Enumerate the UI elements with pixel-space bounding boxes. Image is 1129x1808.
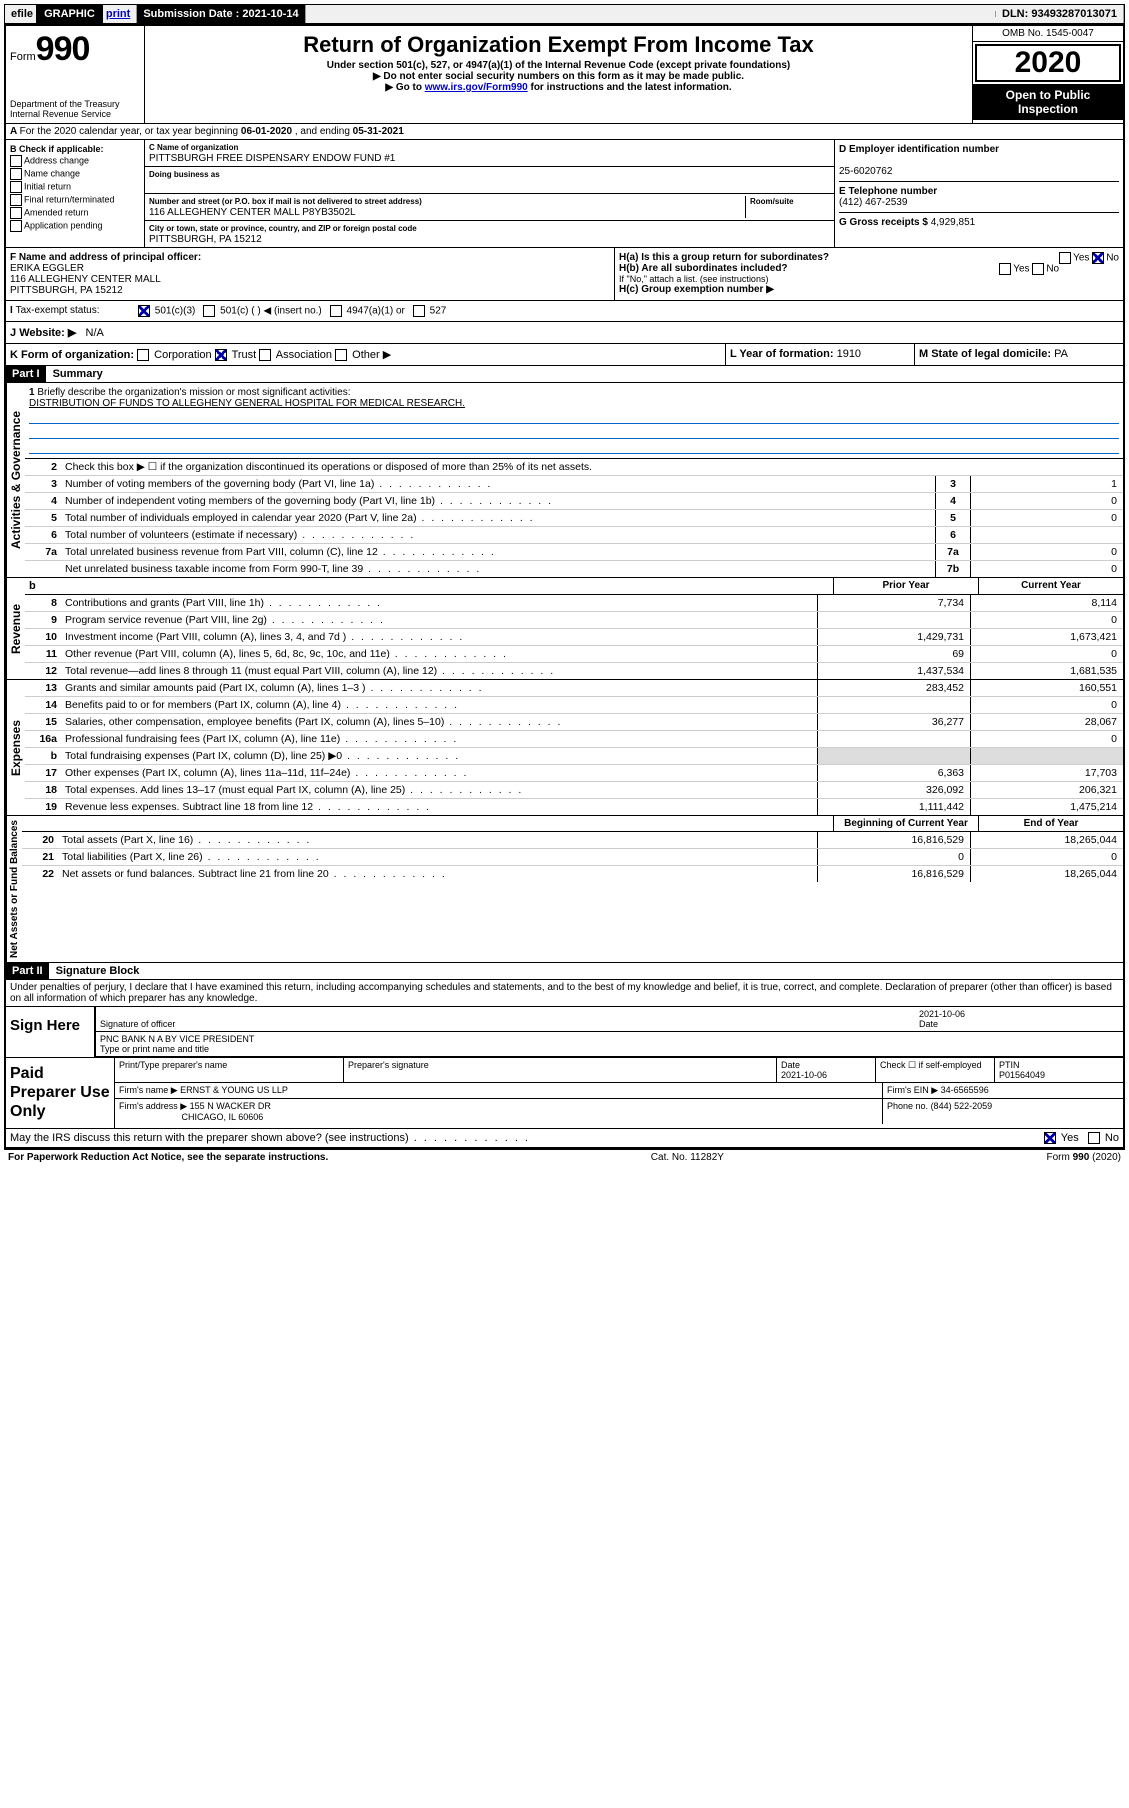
cb-527[interactable] xyxy=(413,305,425,317)
mission-description: 1 Briefly describe the organization's mi… xyxy=(25,383,1123,458)
org-city: PITTSBURGH, PA 15212 xyxy=(149,234,262,245)
page-footer: For Paperwork Reduction Act Notice, see … xyxy=(4,1149,1125,1165)
table-row: 20Total assets (Part X, line 16)16,816,5… xyxy=(22,832,1123,849)
discuss-with-preparer: May the IRS discuss this return with the… xyxy=(6,1128,1123,1147)
cb-address-change[interactable]: Address change xyxy=(10,155,140,167)
gross-receipts: 4,929,851 xyxy=(931,217,976,228)
section-fh: F Name and address of principal officer:… xyxy=(6,248,1123,301)
section-h: H(a) Is this a group return for subordin… xyxy=(615,248,1123,300)
revenue-col-headers: b Prior Year Current Year xyxy=(25,578,1123,595)
table-row: 18Total expenses. Add lines 13–17 (must … xyxy=(25,782,1123,799)
sign-here-block: Sign Here Signature of officer 2021-10-0… xyxy=(6,1006,1123,1057)
table-row: 13Grants and similar amounts paid (Part … xyxy=(25,680,1123,697)
table-row: 10Investment income (Part VIII, column (… xyxy=(25,629,1123,646)
part-ii-header: Part II Signature Block xyxy=(6,963,1123,980)
dept-label: Department of the TreasuryInternal Reven… xyxy=(10,99,140,119)
cb-name-change[interactable]: Name change xyxy=(10,168,140,180)
part-i-header: Part I Summary xyxy=(6,366,1123,383)
section-j-website: J Website: ▶ N/A xyxy=(6,322,1123,344)
efile-topbar: efile GRAPHIC print Submission Date : 20… xyxy=(4,4,1125,24)
graphic-button[interactable]: GRAPHIC xyxy=(36,5,103,23)
table-row: 9Program service revenue (Part VIII, lin… xyxy=(25,612,1123,629)
print-link[interactable]: print xyxy=(106,8,130,20)
phone-value: (412) 467-2539 xyxy=(839,197,907,208)
table-row: 21Total liabilities (Part X, line 26)00 xyxy=(22,849,1123,866)
section-bcd: B Check if applicable: Address change Na… xyxy=(6,140,1123,248)
year-box: OMB No. 1545-0047 2020 Open to Public In… xyxy=(972,26,1123,123)
cb-discuss-yes[interactable] xyxy=(1044,1132,1056,1144)
efile-label: efile GRAPHIC print xyxy=(5,5,137,23)
table-row: 3Number of voting members of the governi… xyxy=(25,476,1123,493)
table-row: 7aTotal unrelated business revenue from … xyxy=(25,544,1123,561)
cb-501c3[interactable] xyxy=(138,305,150,317)
table-row: 17Other expenses (Part IX, column (A), l… xyxy=(25,765,1123,782)
table-row: 16aProfessional fundraising fees (Part I… xyxy=(25,731,1123,748)
org-address: 116 ALLEGHENY CENTER MALL P8YB3502L xyxy=(149,207,356,218)
cb-amended[interactable]: Amended return xyxy=(10,207,140,219)
table-row: 5Total number of individuals employed in… xyxy=(25,510,1123,527)
form-number-box: Form990 Department of the TreasuryIntern… xyxy=(6,26,145,123)
table-row: 22Net assets or fund balances. Subtract … xyxy=(22,866,1123,882)
section-b-checkboxes: B Check if applicable: Address change Na… xyxy=(6,140,145,247)
governance-section: Activities & Governance 1 Briefly descri… xyxy=(6,383,1123,578)
netassets-col-headers: Beginning of Current Year End of Year xyxy=(22,816,1123,832)
perjury-statement: Under penalties of perjury, I declare th… xyxy=(6,980,1123,1006)
table-row: 12Total revenue—add lines 8 through 11 (… xyxy=(25,663,1123,679)
section-d-ein: D Employer identification number25-60207… xyxy=(835,140,1123,247)
table-row: 6Total number of volunteers (estimate if… xyxy=(25,527,1123,544)
section-c-org-info: C Name of organizationPITTSBURGH FREE DI… xyxy=(145,140,835,247)
org-name: PITTSBURGH FREE DISPENSARY ENDOW FUND #1 xyxy=(149,153,395,164)
cb-4947[interactable] xyxy=(330,305,342,317)
dln-box: DLN: 93493287013071 xyxy=(996,5,1124,23)
table-row: 11Other revenue (Part VIII, column (A), … xyxy=(25,646,1123,663)
cb-initial-return[interactable]: Initial return xyxy=(10,181,140,193)
cb-501c[interactable] xyxy=(203,305,215,317)
net-assets-section: Net Assets or Fund Balances Beginning of… xyxy=(6,816,1123,963)
cb-application-pending[interactable]: Application pending xyxy=(10,220,140,232)
revenue-section: Revenue b Prior Year Current Year 8Contr… xyxy=(6,578,1123,680)
section-i-tax-exempt: I Tax-exempt status: 501(c)(3) 501(c) ( … xyxy=(6,301,1123,322)
form-title: Return of Organization Exempt From Incom… xyxy=(149,32,968,58)
principal-officer: F Name and address of principal officer:… xyxy=(6,248,615,300)
table-row: 8Contributions and grants (Part VIII, li… xyxy=(25,595,1123,612)
table-row: bTotal fundraising expenses (Part IX, co… xyxy=(25,748,1123,765)
form-990-frame: Form990 Department of the TreasuryIntern… xyxy=(4,24,1125,1149)
cb-discuss-no[interactable] xyxy=(1088,1132,1100,1144)
cb-final-return[interactable]: Final return/terminated xyxy=(10,194,140,206)
submission-date-box: Submission Date : 2021-10-14 xyxy=(137,5,305,23)
form-title-box: Return of Organization Exempt From Incom… xyxy=(145,26,972,123)
table-row: 14Benefits paid to or for members (Part … xyxy=(25,697,1123,714)
section-klm: K Form of organization: Corporation Trus… xyxy=(6,344,1123,366)
paid-preparer-block: Paid Preparer Use Only Print/Type prepar… xyxy=(6,1057,1123,1128)
ein-value: 25-6020762 xyxy=(839,166,892,177)
table-row: 19Revenue less expenses. Subtract line 1… xyxy=(25,799,1123,815)
section-a-tax-year: A For the 2020 calendar year, or tax yea… xyxy=(6,124,1123,140)
expenses-section: Expenses 13Grants and similar amounts pa… xyxy=(6,680,1123,816)
table-row: 4Number of independent voting members of… xyxy=(25,493,1123,510)
table-row: 15Salaries, other compensation, employee… xyxy=(25,714,1123,731)
instructions-link[interactable]: www.irs.gov/Form990 xyxy=(425,82,528,93)
table-row: Net unrelated business taxable income fr… xyxy=(25,561,1123,577)
form-header: Form990 Department of the TreasuryIntern… xyxy=(6,26,1123,124)
